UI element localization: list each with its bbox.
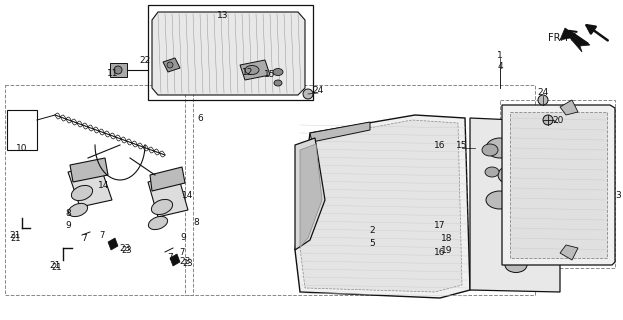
Ellipse shape [498, 166, 522, 184]
Ellipse shape [485, 167, 499, 177]
Text: 7: 7 [179, 247, 184, 257]
Polygon shape [170, 254, 180, 266]
Polygon shape [470, 118, 560, 292]
Text: 7: 7 [99, 230, 105, 239]
Text: 15: 15 [264, 69, 276, 78]
Bar [500, 100, 615, 268]
Polygon shape [560, 28, 590, 52]
Text: 24: 24 [538, 87, 549, 97]
Text: 21: 21 [9, 230, 21, 239]
Text: 16: 16 [434, 247, 445, 257]
Polygon shape [150, 167, 185, 191]
Bar [7, 110, 37, 150]
Polygon shape [295, 138, 325, 250]
Text: 17: 17 [434, 220, 445, 229]
Ellipse shape [72, 185, 93, 201]
Ellipse shape [505, 213, 531, 231]
Ellipse shape [505, 258, 527, 273]
Text: 19: 19 [441, 245, 453, 254]
Text: 5: 5 [369, 238, 375, 247]
Circle shape [543, 115, 553, 125]
Bar [185, 85, 535, 295]
Text: 10: 10 [16, 143, 28, 153]
Text: 2: 2 [369, 226, 375, 235]
Circle shape [303, 89, 313, 99]
Text: 21: 21 [11, 234, 21, 243]
Text: 20: 20 [553, 116, 564, 124]
Bar [148, 5, 313, 100]
Text: 15: 15 [456, 140, 468, 149]
Text: FR.: FR. [565, 33, 580, 43]
Polygon shape [300, 144, 322, 247]
Bar [5, 85, 193, 295]
Text: 23: 23 [120, 244, 131, 252]
Text: 8: 8 [65, 209, 71, 218]
Ellipse shape [245, 66, 259, 75]
Text: 22: 22 [140, 55, 151, 65]
Text: 7: 7 [167, 252, 173, 261]
Text: 3: 3 [615, 190, 621, 199]
Ellipse shape [274, 80, 282, 86]
Polygon shape [70, 158, 108, 182]
Polygon shape [560, 100, 578, 115]
Polygon shape [310, 122, 370, 142]
Text: 9: 9 [180, 233, 186, 242]
Text: 13: 13 [217, 11, 229, 20]
Polygon shape [300, 120, 462, 292]
Polygon shape [110, 63, 127, 77]
Text: 21: 21 [52, 263, 62, 273]
Text: FR.: FR. [548, 33, 563, 43]
Ellipse shape [148, 216, 168, 229]
Circle shape [538, 95, 548, 105]
Text: 24: 24 [312, 85, 323, 94]
Polygon shape [502, 105, 615, 265]
Polygon shape [510, 112, 607, 258]
Text: 23: 23 [121, 245, 132, 254]
Polygon shape [108, 238, 118, 250]
Text: 6: 6 [197, 114, 203, 123]
Ellipse shape [486, 138, 514, 158]
Text: 8: 8 [193, 218, 199, 227]
Text: 14: 14 [98, 180, 110, 189]
Text: 7: 7 [81, 234, 87, 243]
Text: 23: 23 [183, 260, 193, 268]
Polygon shape [148, 175, 188, 217]
Polygon shape [163, 58, 180, 72]
Circle shape [114, 66, 122, 74]
Circle shape [167, 62, 173, 68]
Text: 9: 9 [65, 220, 71, 229]
Text: 14: 14 [183, 190, 194, 199]
Text: 21: 21 [49, 260, 60, 269]
Polygon shape [152, 12, 305, 95]
Ellipse shape [151, 199, 173, 215]
Text: 18: 18 [441, 234, 453, 243]
Polygon shape [295, 115, 470, 298]
Text: 16: 16 [434, 140, 445, 149]
Polygon shape [560, 245, 578, 260]
Text: 12: 12 [242, 68, 254, 76]
Ellipse shape [482, 144, 498, 156]
Text: 11: 11 [107, 68, 119, 77]
Ellipse shape [486, 191, 514, 209]
Text: 4: 4 [497, 61, 503, 70]
Ellipse shape [273, 68, 283, 76]
Text: 23: 23 [179, 258, 191, 267]
Polygon shape [240, 60, 270, 80]
Ellipse shape [508, 237, 532, 253]
Polygon shape [68, 165, 112, 207]
Text: 1: 1 [497, 51, 503, 60]
Ellipse shape [69, 204, 88, 217]
